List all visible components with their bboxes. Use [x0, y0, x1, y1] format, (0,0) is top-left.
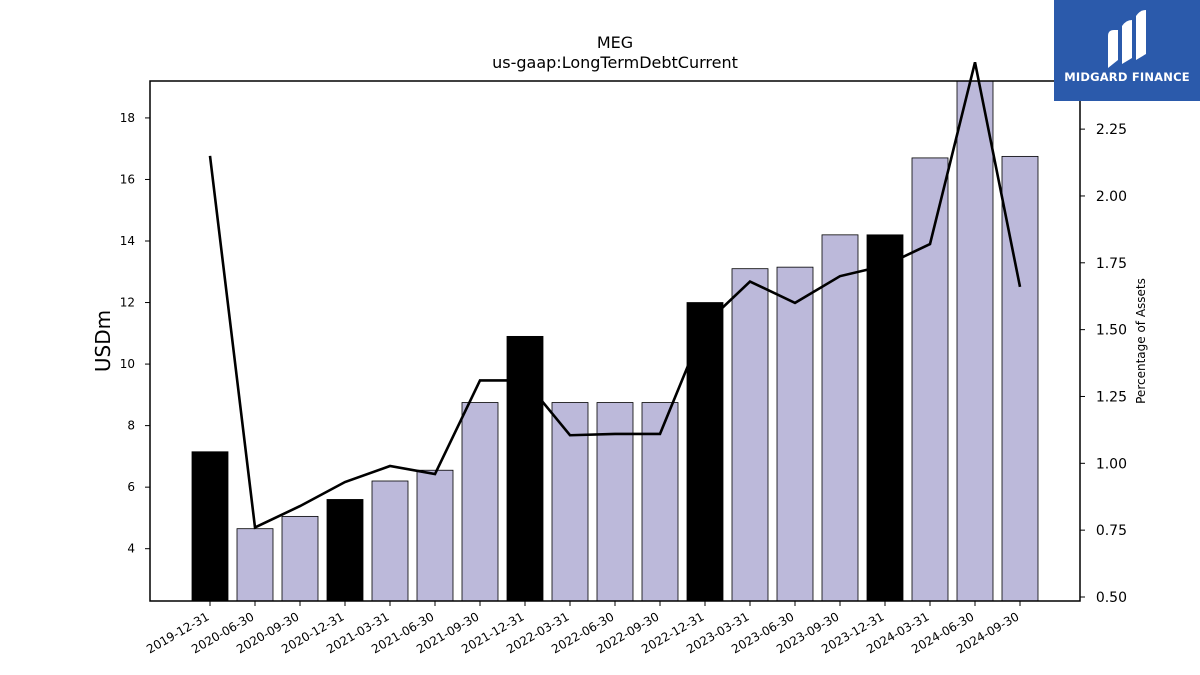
bar	[191, 451, 229, 602]
bar	[416, 469, 454, 602]
bar	[776, 266, 814, 602]
y-tick-label: 6	[127, 480, 135, 494]
bar	[686, 302, 724, 602]
y-tick-label: 16	[120, 172, 135, 186]
bar	[371, 480, 409, 602]
brand-logo: MIDGARD FINANCE	[1054, 0, 1200, 101]
bars-group	[191, 80, 1039, 602]
chart-subtitle: us-gaap:LongTermDebtCurrent	[492, 53, 738, 72]
y2-tick-label: 0.50	[1096, 590, 1127, 606]
y2-tick-label: 0.75	[1096, 523, 1127, 539]
y2-tick-label: 1.75	[1096, 256, 1127, 272]
bar	[731, 268, 769, 602]
bar	[821, 234, 859, 602]
line-group	[208, 61, 1022, 530]
y2-tick-label: 2.00	[1096, 189, 1127, 205]
bar	[866, 234, 904, 602]
bar	[956, 80, 994, 602]
y2-tick-label: 1.50	[1096, 323, 1127, 339]
midgard-logo-icon	[1108, 10, 1146, 68]
x-axis: 2019-12-312020-06-302020-09-302020-12-31…	[144, 601, 1022, 656]
bar	[506, 335, 544, 602]
bar	[641, 402, 679, 602]
bar	[551, 402, 589, 602]
series-line	[208, 61, 1022, 530]
y-tick-label: 12	[120, 296, 135, 310]
chart-title: MEG	[597, 33, 633, 52]
y2-axis: 0.50 0.75 1.00 1.25 1.50 1.75 2.00 2.25	[1080, 122, 1127, 606]
brand-name: MIDGARD FINANCE	[1064, 70, 1190, 84]
y-tick-label: 14	[120, 234, 135, 248]
y-axis: 4 6 8 10 12 14 16 18	[120, 111, 150, 556]
y-axis-label: USDm	[91, 310, 115, 372]
y2-tick-label: 2.25	[1096, 122, 1127, 138]
y-tick-label: 18	[120, 111, 135, 125]
y-tick-label: 4	[127, 542, 135, 556]
y-tick-label: 8	[127, 419, 135, 433]
bar	[596, 402, 634, 602]
bar	[911, 157, 949, 602]
y-tick-label: 10	[120, 357, 135, 371]
y2-tick-label: 1.00	[1096, 456, 1127, 472]
bar	[236, 528, 274, 602]
y2-tick-label: 1.25	[1096, 389, 1127, 405]
bar	[326, 499, 364, 602]
bar	[281, 515, 319, 602]
bar	[461, 402, 499, 602]
y2-axis-label: Percentage of Assets	[1134, 278, 1148, 404]
